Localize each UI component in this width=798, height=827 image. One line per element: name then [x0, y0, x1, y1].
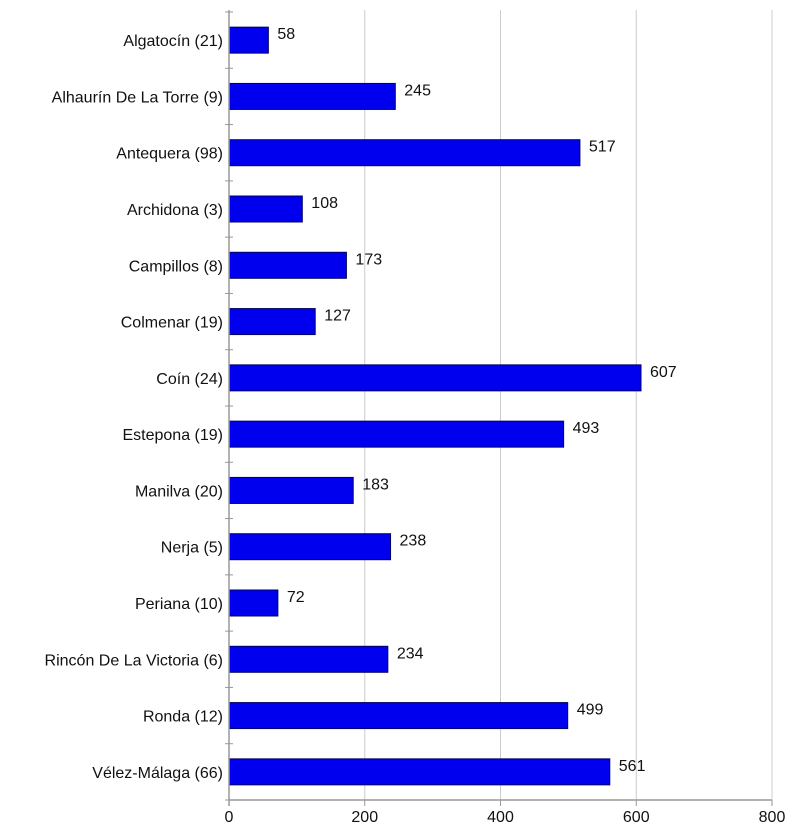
- x-tick-label: 200: [351, 809, 378, 826]
- category-label: Nerja (5): [161, 540, 223, 557]
- value-label: 245: [404, 82, 431, 99]
- bars: [228, 26, 642, 786]
- value-label: 493: [573, 420, 600, 437]
- axes: [225, 10, 772, 806]
- x-tick-label: 600: [623, 809, 650, 826]
- bar: [228, 308, 316, 336]
- x-axis-ticks: 0 200 400 600 800: [225, 800, 786, 826]
- bar: [228, 364, 642, 392]
- category-label: Vélez-Málaga (66): [92, 765, 223, 782]
- bar: [228, 26, 269, 54]
- category-label: Campillos (8): [129, 258, 223, 275]
- value-label: 72: [287, 589, 305, 606]
- bar: [228, 589, 279, 617]
- bar: [228, 702, 569, 730]
- value-label: 238: [400, 533, 427, 550]
- category-label: Alhaurín De La Torre (9): [52, 89, 223, 106]
- value-label: 127: [324, 308, 351, 325]
- value-labels: 58 245 517 108 173 127 607 493 183 238 72 234 499 561: [277, 26, 676, 775]
- bar: [228, 420, 565, 448]
- bar: [228, 139, 581, 167]
- value-label: 173: [355, 251, 382, 268]
- category-label: Algatocín (21): [123, 33, 223, 50]
- value-label: 499: [577, 702, 604, 719]
- category-labels: Algatocín (21) Alhaurín De La Torre (9) An…: [45, 33, 223, 782]
- bar: [228, 476, 354, 504]
- gridlines: [364, 10, 773, 800]
- bar: [228, 645, 389, 673]
- value-label: 58: [277, 26, 295, 43]
- category-label: Periana (10): [135, 596, 223, 613]
- category-label: Rincón De La Victoria (6): [45, 652, 223, 669]
- value-label: 517: [589, 139, 616, 156]
- value-label: 607: [650, 364, 677, 381]
- bar: [228, 758, 611, 786]
- bar: [228, 251, 347, 279]
- x-tick-label: 0: [225, 809, 234, 826]
- category-label: Colmenar (19): [121, 315, 223, 332]
- value-label: 561: [619, 758, 646, 775]
- bar: [228, 195, 303, 223]
- value-label: 183: [362, 476, 389, 493]
- category-label: Estepona (19): [122, 427, 223, 444]
- category-label: Ronda (12): [143, 709, 223, 726]
- category-label: Archidona (3): [127, 202, 223, 219]
- bar: [228, 533, 392, 561]
- value-label: 234: [397, 645, 424, 662]
- category-label: Antequera (98): [116, 146, 223, 163]
- value-label: 108: [311, 195, 338, 212]
- bar: [228, 82, 396, 110]
- category-label: Coín (24): [156, 371, 223, 388]
- x-tick-label: 400: [487, 809, 514, 826]
- x-tick-label: 800: [759, 809, 786, 826]
- category-label: Manilva (20): [135, 483, 223, 500]
